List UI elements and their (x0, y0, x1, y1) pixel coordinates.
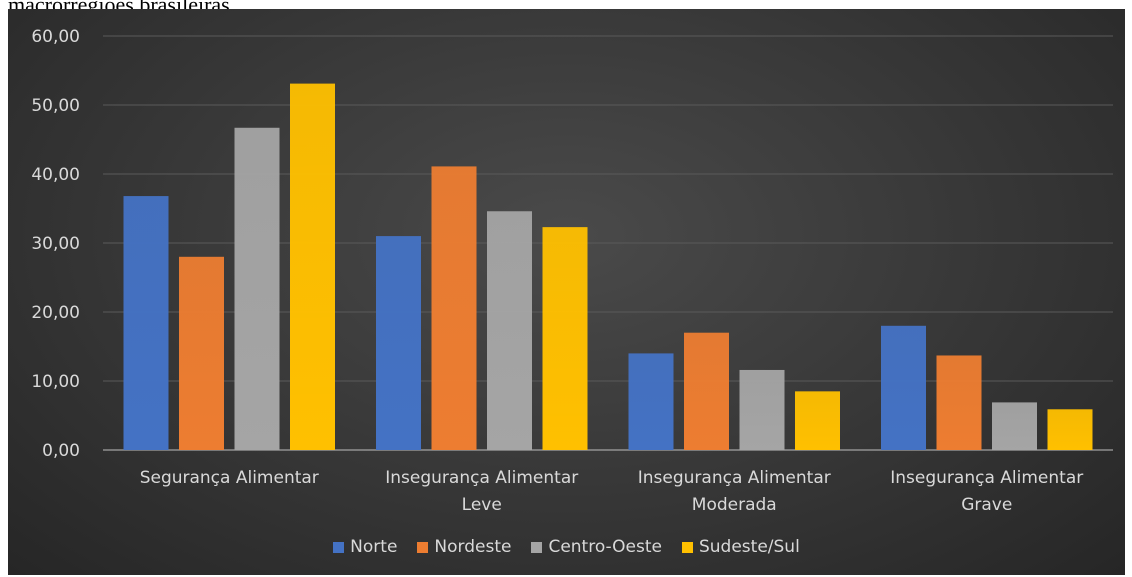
x-tick-label: Segurança Alimentar (140, 468, 319, 488)
bar-nordeste (684, 332, 729, 450)
legend-swatch (333, 541, 345, 553)
legend-item: Norte (333, 537, 397, 557)
legend-item: Sudeste/Sul (681, 537, 800, 557)
x-tick-label: Insegurança Alimentar (638, 468, 831, 488)
bar-norte (881, 325, 926, 450)
bar-norte (123, 196, 169, 450)
legend-label: Sudeste/Sul (698, 537, 800, 557)
legend-item: Nordeste (417, 537, 511, 557)
bar-centro-oeste (739, 369, 785, 450)
legend-swatch (417, 541, 429, 553)
legend-swatch (681, 541, 693, 553)
legend-label: Norte (350, 537, 398, 557)
bar-norte (628, 353, 674, 450)
chart-canvas: 0,00 10,00 20,00 30,00 40,00 50,00 60,00 Segura… (31, 27, 1113, 515)
legend-label: Nordeste (434, 537, 512, 557)
y-tick-label: 40,00 (31, 165, 80, 185)
bar-nordeste (179, 256, 224, 450)
bar-sudeste-sul (795, 391, 840, 450)
x-tick-label: Insegurança Alimentar (890, 468, 1083, 488)
bar-nordeste (936, 355, 982, 450)
bar-centro-oeste (487, 211, 532, 450)
x-tick-label: Insegurança Alimentar (385, 468, 578, 488)
bar-sudeste-sul (542, 227, 588, 450)
bar-sudeste-sul (1047, 409, 1093, 450)
bar-nordeste (431, 166, 477, 450)
bar-chart: 0,00 10,00 20,00 30,00 40,00 50,00 60,00 Segura… (8, 9, 1125, 575)
legend-swatch (531, 541, 543, 553)
y-tick-label: 10,00 (31, 372, 80, 392)
y-tick-label: 30,00 (31, 234, 80, 254)
x-tick-label: Grave (961, 495, 1012, 515)
legend-label: Centro-Oeste (548, 537, 662, 557)
chart-legend: Norte Nordeste Centro-Oeste Sudeste/Sul (8, 537, 1125, 557)
y-tick-label: 20,00 (31, 303, 80, 323)
x-tick-label: Leve (462, 495, 502, 515)
bar-centro-oeste (992, 402, 1037, 450)
y-tick-label: 60,00 (31, 27, 80, 47)
bar-centro-oeste (234, 127, 280, 451)
y-tick-label: 50,00 (31, 96, 80, 116)
legend-item: Centro-Oeste (531, 537, 662, 557)
y-tick-label: 0,00 (42, 441, 80, 461)
x-tick-label: Moderada (692, 495, 777, 515)
bar-sudeste-sul (290, 83, 335, 451)
bar-norte (376, 236, 421, 450)
